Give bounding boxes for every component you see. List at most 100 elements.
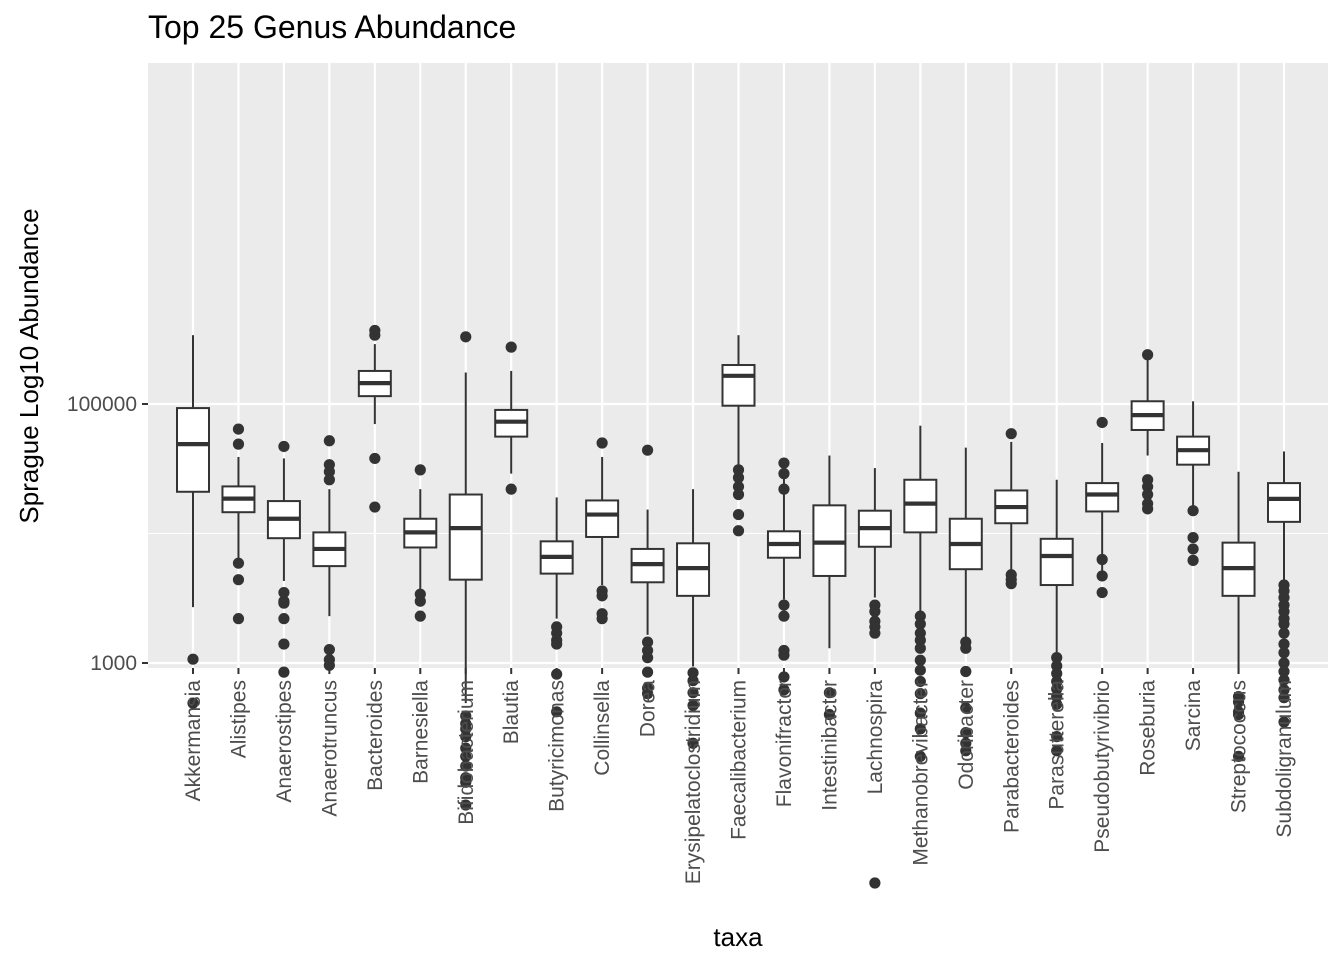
outlier-point — [460, 776, 472, 788]
outlier-point — [460, 750, 472, 763]
box-akkermansia — [176, 335, 210, 709]
outlier-point — [278, 638, 290, 650]
box-bacteroides — [357, 324, 392, 513]
outlier-point — [869, 605, 881, 618]
x-tick-label: Streptococcus — [1228, 680, 1251, 813]
outlier-point — [1142, 481, 1154, 493]
outlier-point — [778, 599, 790, 611]
iqr-box — [1085, 482, 1120, 513]
x-tick-label: Anaerotruncus — [318, 680, 341, 817]
outlier-point — [641, 652, 654, 664]
outlier-point — [960, 745, 972, 757]
x-tick-label: Anaerostipes — [273, 680, 296, 803]
y-tick-label: 100000 — [67, 393, 137, 416]
x-axis-title: taxa — [713, 922, 763, 952]
outlier-point — [1187, 543, 1199, 555]
outlier-point — [1142, 503, 1154, 515]
iqr-box — [721, 364, 756, 407]
box-dorea — [630, 444, 665, 700]
outlier-point — [914, 642, 926, 654]
outlier-point — [1005, 428, 1017, 440]
box-flavonifractor — [766, 457, 801, 696]
box-odoribacter — [948, 447, 983, 757]
iqr-box — [903, 478, 938, 534]
x-tick-label: Odoribacter — [955, 680, 978, 790]
box-collinsella — [585, 437, 620, 625]
box-sarcina — [1176, 401, 1211, 566]
outlier-point — [778, 671, 790, 683]
outlier-point — [369, 329, 381, 341]
outlier-point — [1232, 750, 1245, 763]
x-tick-label: Flavonifractor — [773, 680, 796, 807]
outlier-point — [914, 750, 926, 763]
y-tick-label: 1000 — [90, 652, 137, 675]
outlier-point — [369, 501, 381, 513]
outlier-point — [823, 687, 836, 699]
outlier-point — [641, 688, 654, 700]
outlier-point — [460, 742, 472, 754]
box-intestinibacter — [812, 455, 847, 721]
outlier-point — [732, 525, 745, 537]
outlier-point — [914, 707, 926, 719]
outlier-point — [1278, 638, 1290, 650]
box-pseudobutyrivibrio — [1085, 416, 1120, 599]
x-tick-label: Bifidobacterium — [455, 680, 478, 825]
outlier-point — [1051, 691, 1063, 703]
chart-title: Top 25 Genus Abundance — [148, 9, 516, 45]
outlier-point — [732, 508, 745, 521]
outlier-point — [1051, 745, 1063, 757]
outlier-point — [914, 675, 926, 688]
outlier-point — [323, 643, 335, 656]
x-tick-label: Bacteroides — [364, 680, 387, 791]
box-subdoligranulum — [1267, 451, 1301, 728]
outlier-point — [1096, 553, 1108, 566]
box-faecalibacterium — [721, 335, 756, 537]
outlier-point — [869, 627, 881, 639]
outlier-point — [687, 687, 699, 699]
outlier-point — [960, 702, 972, 714]
outlier-point — [1142, 349, 1154, 361]
outlier-point — [460, 710, 472, 722]
outlier-point — [1278, 674, 1290, 686]
outlier-point — [914, 618, 926, 630]
box-parabacteroides — [994, 428, 1029, 590]
outlier-point — [1096, 570, 1108, 582]
box-bifidobacterium — [448, 331, 483, 811]
x-tick-label: Barnesiella — [409, 680, 432, 784]
outlier-point — [1187, 554, 1199, 566]
outlier-point — [232, 574, 245, 586]
outlier-point — [278, 586, 290, 599]
box-alistipes — [221, 423, 256, 625]
outlier-point — [460, 331, 472, 343]
outlier-point — [187, 653, 199, 665]
outlier-point — [869, 877, 881, 889]
outlier-point — [1096, 416, 1108, 429]
outlier-point — [232, 438, 245, 450]
outlier-point — [914, 688, 926, 700]
x-tick-label: Sarcina — [1182, 680, 1205, 752]
outlier-point — [596, 437, 608, 449]
outlier-point — [278, 440, 290, 453]
outlier-point — [1278, 657, 1290, 669]
box-butyricimonas — [539, 497, 574, 718]
outlier-point — [1051, 698, 1063, 710]
outlier-point — [323, 659, 335, 671]
outlier-point — [687, 737, 699, 749]
x-tick-label: Roseburia — [1137, 680, 1160, 776]
outlier-point — [460, 760, 472, 772]
x-tick-label: Collinsella — [591, 680, 614, 776]
box-erysipelatoclostridium — [676, 489, 711, 749]
outlier-point — [505, 483, 517, 495]
outlier-point — [823, 708, 836, 721]
outlier-point — [414, 595, 426, 607]
outlier-point — [596, 613, 608, 625]
x-tick-label: Pseudobutyrivibrio — [1091, 680, 1114, 853]
outlier-point — [505, 341, 517, 353]
outlier-point — [1278, 627, 1290, 639]
outlier-point — [414, 610, 426, 622]
iqr-box — [176, 407, 210, 493]
outlier-point — [914, 634, 926, 646]
outlier-point — [778, 483, 790, 495]
outlier-point — [732, 472, 745, 484]
